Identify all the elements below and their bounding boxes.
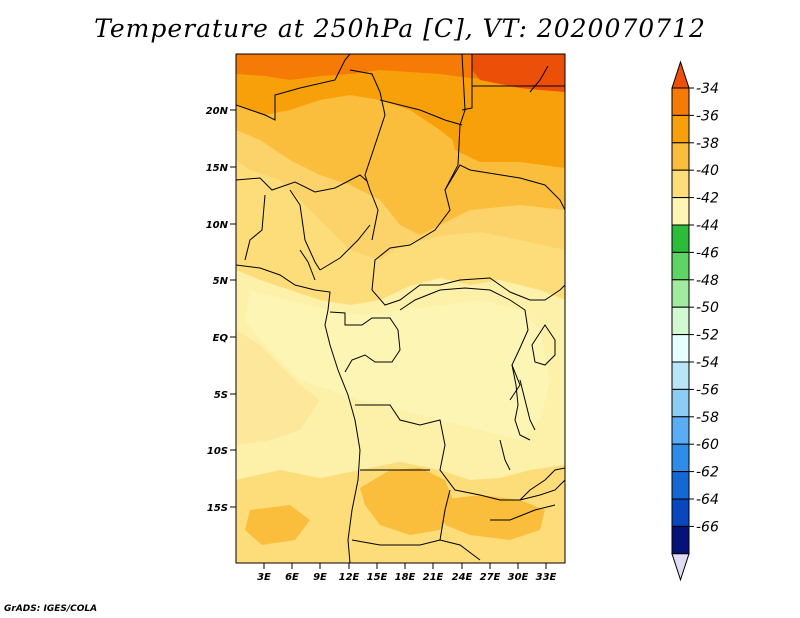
colorbar-label: -50: [696, 300, 719, 316]
colorbar-box: [671, 197, 690, 226]
colorbar-label: -52: [696, 328, 719, 344]
lon-label-33e: 33E: [536, 572, 557, 583]
lon-label-18e: 18E: [395, 572, 416, 583]
colorbar-label: -56: [696, 382, 719, 398]
temperature-field: [236, 54, 565, 563]
lat-label-10n: 10N: [206, 220, 229, 231]
colorbar-label: -34: [696, 81, 719, 97]
lat-label-10s: 10S: [207, 446, 228, 457]
colorbar-box: [671, 443, 690, 473]
colorbar-box: [671, 114, 690, 144]
colorbar-box: [671, 306, 690, 336]
map-title: Temperature at 250hPa [C], VT: 202007071…: [94, 14, 706, 43]
colorbar-label: -38: [696, 136, 719, 152]
lat-label-5n: 5N: [213, 276, 229, 287]
lon-label-6e: 6E: [285, 572, 299, 583]
lat-label-5s: 5S: [214, 390, 228, 401]
lon-label-30e: 30E: [508, 572, 529, 583]
colorbar-box: [671, 142, 690, 171]
colorbar-box: [671, 279, 690, 308]
map-frame: [235, 53, 566, 564]
colorbar-top-arrow: [671, 60, 690, 89]
colorbar-label: -60: [696, 437, 719, 453]
colorbar-box: [671, 87, 690, 116]
colorbar-label: -54: [696, 355, 719, 371]
colorbar-box: [671, 498, 690, 527]
colorbar-label: -58: [696, 410, 719, 426]
colorbar-label: -46: [696, 245, 719, 261]
lon-label-9e: 9E: [313, 572, 327, 583]
colorbar-box: [671, 388, 690, 418]
colorbar-label: -44: [696, 218, 719, 234]
lon-label-12e: 12E: [339, 572, 360, 583]
colorbar-box: [671, 334, 690, 363]
colorbar: -34 -36 -38 -40 -42 -44 -46 -48 -50 -52 -54 -56 -58 -…: [671, 60, 719, 582]
colorbar-box: [671, 416, 690, 445]
colorbar-label: -64: [696, 492, 719, 508]
country-borders: [236, 54, 565, 563]
credit-text: GrADS: IGES/COLA: [4, 604, 98, 614]
colorbar-label: -62: [696, 465, 719, 481]
colorbar-label: -48: [696, 273, 719, 289]
colorbar-box: [671, 361, 690, 390]
latitude-axis: 20N 15N 10N 5N EQ 5S 10S 15S: [206, 106, 236, 514]
lat-label-15s: 15S: [207, 503, 228, 514]
colorbar-label: -66: [696, 519, 719, 535]
colorbar-box: [671, 169, 690, 199]
lon-label-3e: 3E: [257, 572, 271, 583]
colorbar-label: -36: [696, 108, 719, 124]
lon-label-21e: 21E: [423, 572, 444, 583]
colorbar-box: [671, 224, 690, 253]
colorbar-label: -42: [696, 191, 719, 207]
lat-label-15n: 15N: [206, 163, 229, 174]
lat-label-eq: EQ: [213, 333, 229, 344]
colorbar-box: [671, 471, 690, 500]
longitude-axis: 3E 6E 9E 12E 15E 18E 21E 24E 27E 30E 33E: [257, 563, 557, 583]
lon-label-24e: 24E: [452, 572, 473, 583]
colorbar-box: [671, 251, 690, 281]
lon-label-27e: 27E: [480, 572, 501, 583]
lat-label-20n: 20N: [206, 106, 229, 117]
colorbar-bottom-arrow: [671, 553, 690, 582]
colorbar-box: [671, 525, 690, 555]
colorbar-label: -40: [696, 163, 719, 179]
lon-label-15e: 15E: [367, 572, 388, 583]
